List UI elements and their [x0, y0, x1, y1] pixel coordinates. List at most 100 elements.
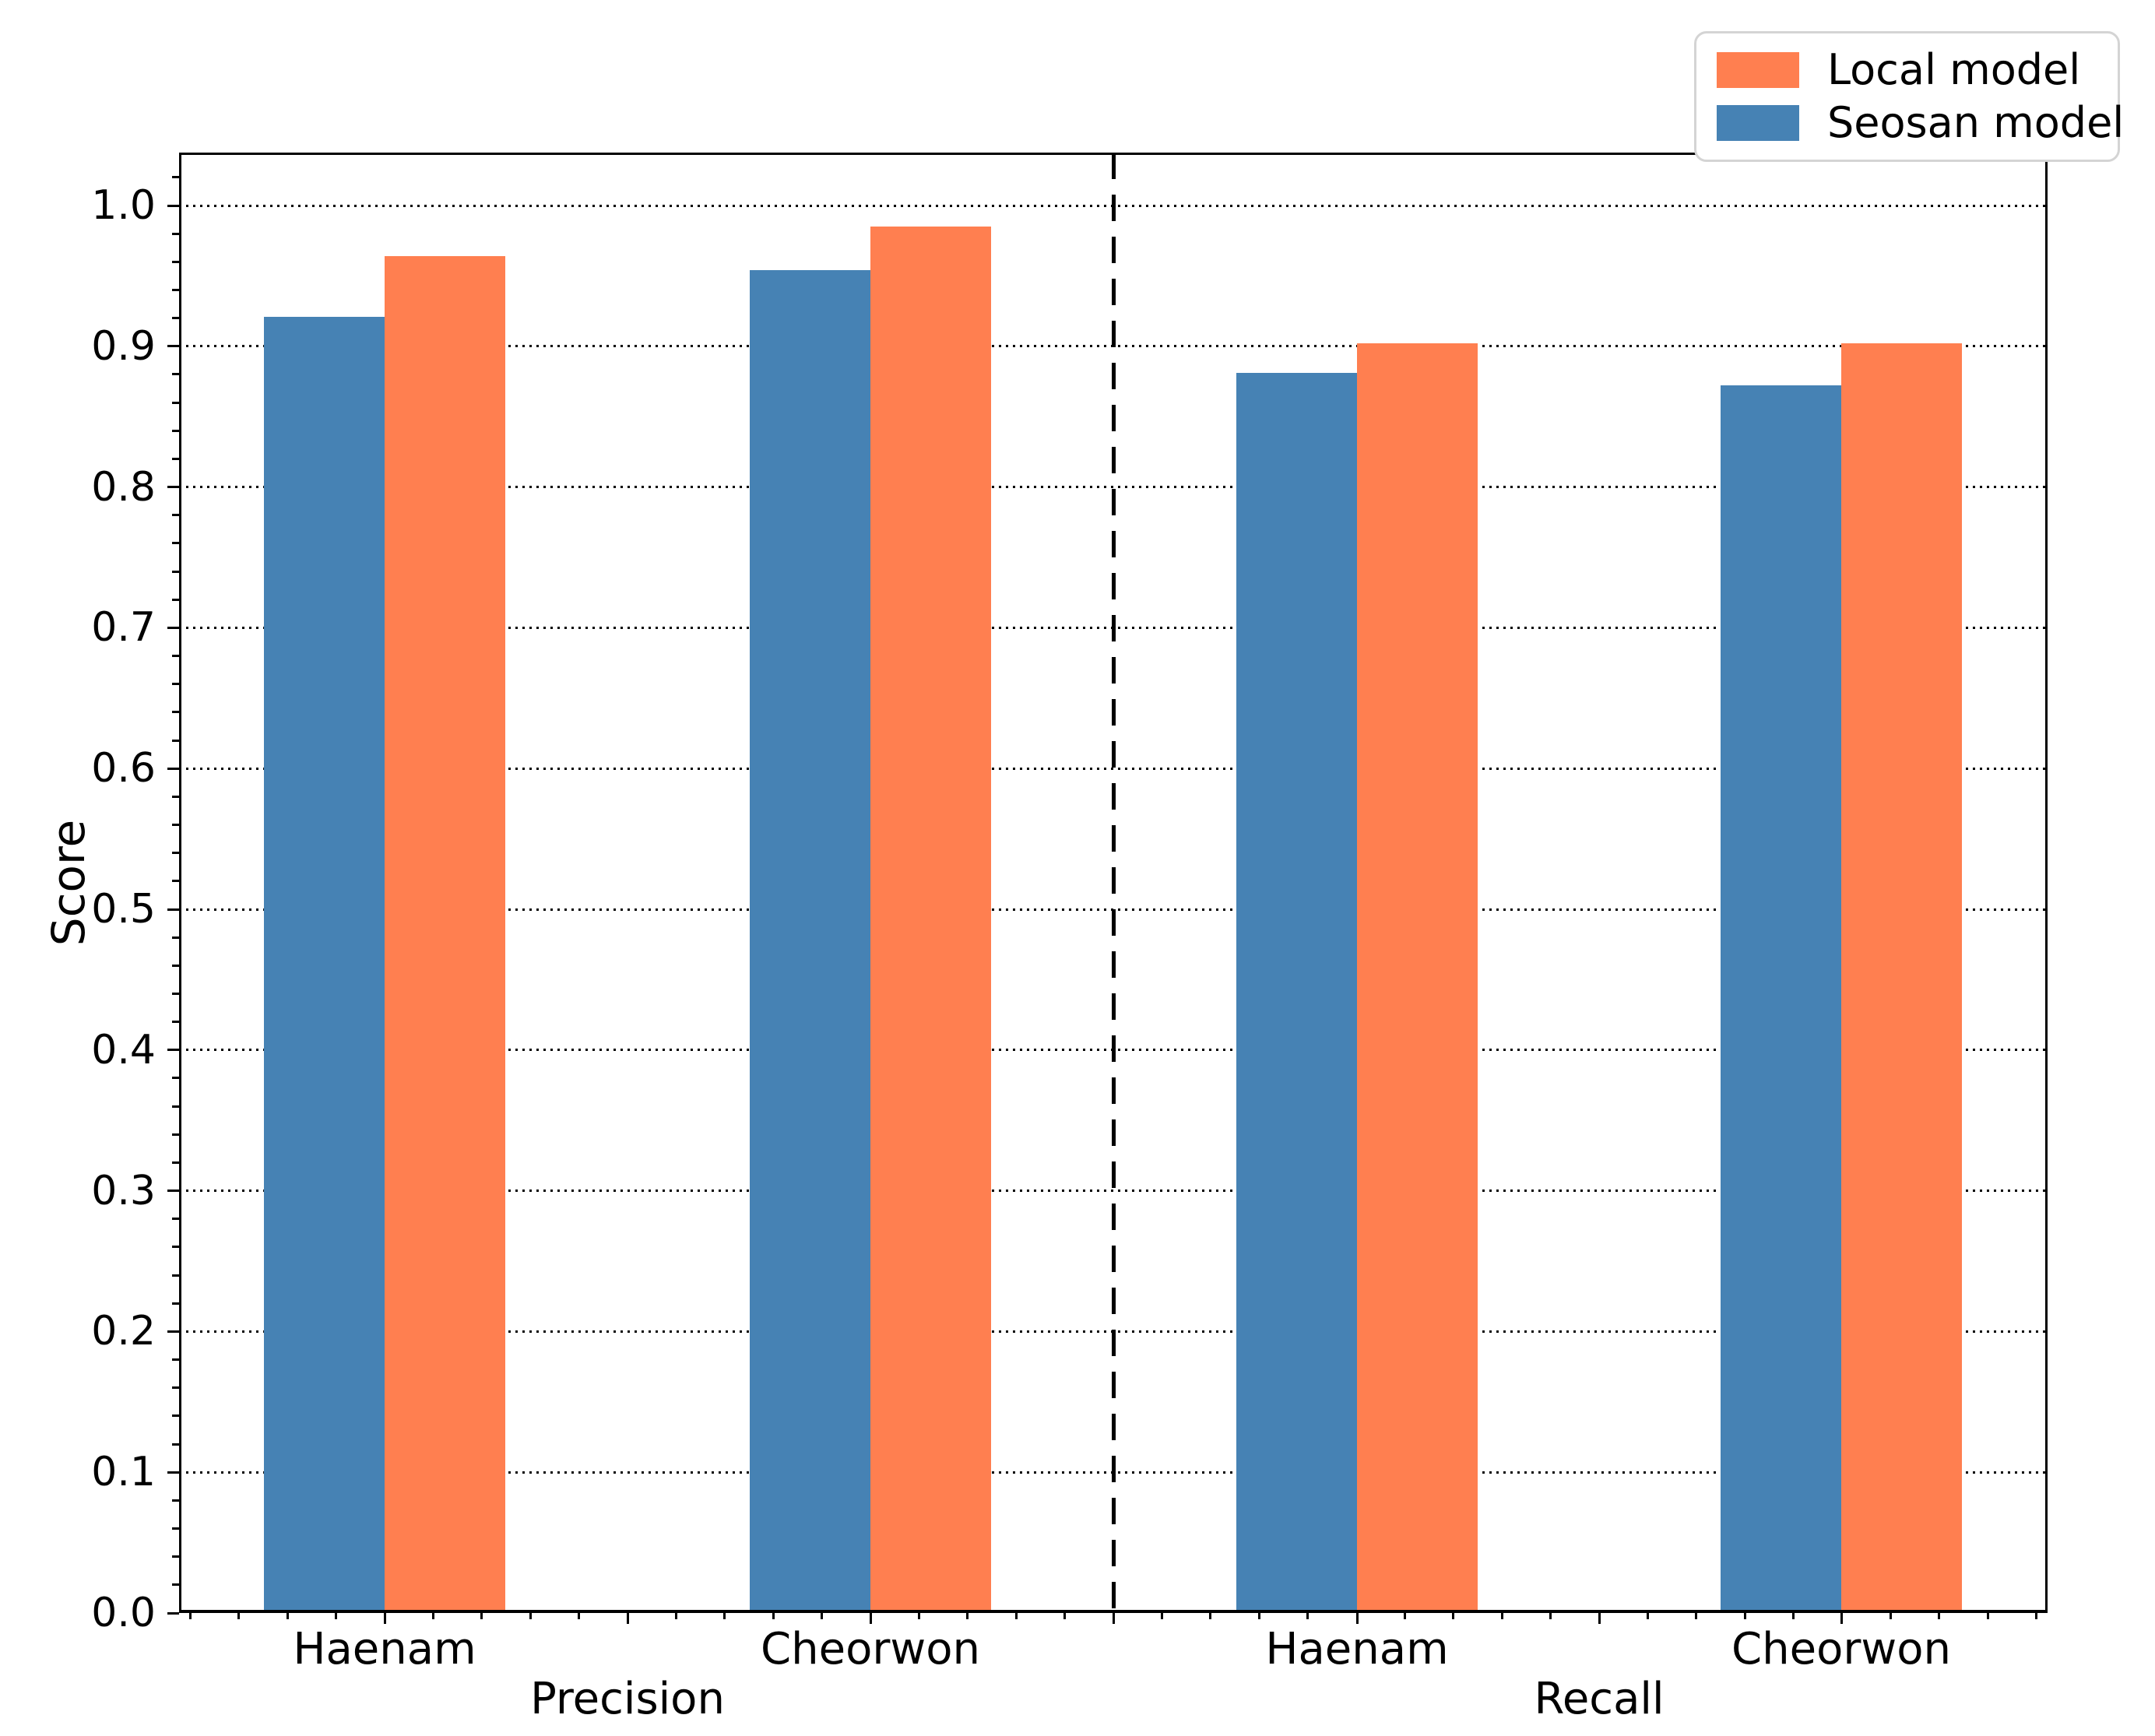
x-major-tick	[1113, 1613, 1115, 1624]
right-spine	[2045, 153, 2048, 1613]
y-tick-label: 1.0	[91, 182, 156, 229]
y-major-tick	[167, 1190, 179, 1193]
y-tick-label: 0.3	[91, 1167, 156, 1214]
y-minor-tick	[172, 992, 179, 995]
y-minor-tick	[172, 1386, 179, 1390]
y-minor-tick	[172, 1077, 179, 1080]
x-major-tick	[1598, 1613, 1601, 1624]
y-tick-label: 0.9	[91, 322, 156, 370]
y-major-tick	[167, 486, 179, 489]
y-minor-tick	[172, 570, 179, 573]
x-minor-tick	[1889, 1613, 1892, 1619]
y-minor-tick	[172, 1246, 179, 1249]
y-minor-tick	[172, 795, 179, 798]
x-minor-tick	[1646, 1613, 1649, 1619]
x-minor-tick	[1452, 1613, 1455, 1619]
y-minor-tick	[172, 1443, 179, 1446]
x-major-tick	[1355, 1613, 1359, 1624]
x-minor-tick	[674, 1613, 677, 1619]
y-minor-tick	[172, 1414, 179, 1418]
left-spine	[179, 153, 181, 1613]
x-category-label: Haenam	[1265, 1624, 1449, 1675]
legend-label: Seosan model	[1827, 98, 2125, 147]
y-minor-tick	[172, 457, 179, 460]
y-minor-tick	[172, 739, 179, 742]
y-minor-tick	[172, 1161, 179, 1164]
y-tick-label: 0.0	[91, 1590, 156, 1636]
x-major-tick	[869, 1613, 872, 1624]
x-minor-tick	[772, 1613, 775, 1619]
x-major-tick	[1840, 1613, 1843, 1624]
x-minor-tick	[188, 1613, 192, 1619]
legend-label: Local model	[1827, 45, 2081, 94]
y-minor-tick	[172, 655, 179, 658]
top-spine	[179, 153, 2048, 155]
x-minor-tick	[1695, 1613, 1698, 1619]
y-minor-tick	[172, 176, 179, 179]
x-minor-tick	[335, 1613, 338, 1619]
x-minor-tick	[2035, 1613, 2038, 1619]
legend-entry-seosan-model: Seosan model	[1717, 100, 2124, 146]
x-minor-tick	[529, 1613, 532, 1619]
x-minor-tick	[480, 1613, 483, 1619]
x-minor-tick	[431, 1613, 434, 1619]
x-major-tick	[383, 1613, 386, 1624]
y-minor-tick	[172, 429, 179, 432]
x-minor-tick	[1306, 1613, 1310, 1619]
y-minor-tick	[172, 260, 179, 263]
x-minor-tick	[1209, 1613, 1212, 1619]
y-minor-tick	[172, 1583, 179, 1587]
x-minor-tick	[1403, 1613, 1406, 1619]
y-minor-tick	[172, 288, 179, 291]
y-major-tick	[167, 1471, 179, 1474]
x-section-label: Recall	[1534, 1674, 1665, 1724]
y-tick-label: 0.1	[91, 1449, 156, 1496]
y-minor-tick	[172, 317, 179, 320]
bar-local-model-1	[870, 227, 991, 1613]
x-minor-tick	[1938, 1613, 1941, 1619]
y-minor-tick	[172, 936, 179, 939]
y-minor-tick	[172, 880, 179, 883]
x-minor-tick	[1160, 1613, 1163, 1619]
y-minor-tick	[172, 683, 179, 686]
y-tick-label: 0.5	[91, 886, 156, 933]
y-tick-label: 0.4	[91, 1026, 156, 1074]
y-minor-tick	[172, 1218, 179, 1221]
x-minor-tick	[1257, 1613, 1260, 1619]
y-major-tick	[167, 908, 179, 911]
y-minor-tick	[172, 1358, 179, 1362]
y-minor-tick	[172, 1133, 179, 1136]
y-tick-label: 0.2	[91, 1308, 156, 1355]
section-divider-line	[1111, 153, 1116, 1613]
y-minor-tick	[172, 1105, 179, 1108]
y-minor-tick	[172, 1555, 179, 1559]
y-minor-tick	[172, 542, 179, 545]
x-minor-tick	[237, 1613, 241, 1619]
legend: Local model Seosan model	[1694, 31, 2124, 162]
x-axis-spine	[179, 1610, 2048, 1613]
bar-local-model-3	[1841, 343, 1962, 1613]
y-minor-tick	[172, 1527, 179, 1530]
y-major-tick	[167, 345, 179, 348]
bar-local-model-2	[1357, 343, 1478, 1613]
y-minor-tick	[172, 1274, 179, 1277]
y-tick-label: 0.6	[91, 745, 156, 792]
y-minor-tick	[172, 401, 179, 404]
bar-seosan-model-0	[264, 316, 385, 1613]
legend-entry-local-model: Local model	[1717, 47, 2097, 93]
bar-seosan-model-1	[750, 270, 870, 1613]
y-minor-tick	[172, 1021, 179, 1024]
x-minor-tick	[723, 1613, 726, 1619]
x-minor-tick	[1063, 1613, 1067, 1619]
x-minor-tick	[1743, 1613, 1746, 1619]
x-category-label: Cheorwon	[1731, 1624, 1951, 1675]
plot-area	[167, 153, 2048, 1624]
y-minor-tick	[172, 514, 179, 517]
y-minor-tick	[172, 232, 179, 235]
bar-seosan-model-2	[1236, 373, 1357, 1613]
y-major-tick	[167, 1049, 179, 1052]
y-tick-label: 0.7	[91, 604, 156, 652]
bar-local-model-0	[385, 256, 505, 1613]
bar-seosan-model-3	[1721, 385, 1841, 1613]
x-category-label: Haenam	[293, 1624, 476, 1675]
